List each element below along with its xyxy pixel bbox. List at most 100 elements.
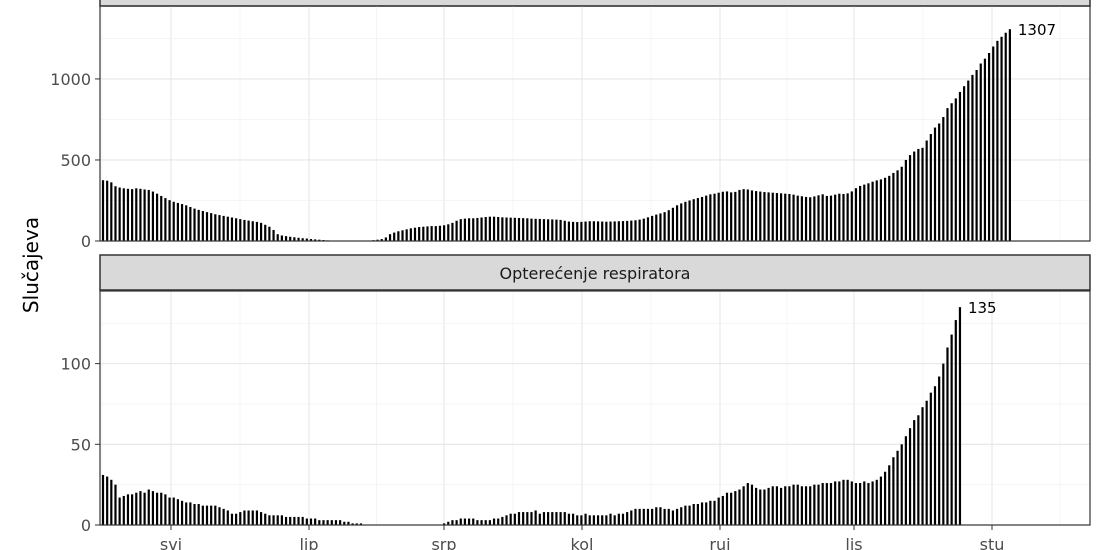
bar (185, 205, 188, 241)
panel-0-grid (100, 6, 1090, 241)
bar (101, 474, 105, 525)
bar (954, 98, 957, 241)
bar (609, 513, 612, 525)
bar (259, 222, 263, 241)
bar (742, 486, 745, 525)
bar (185, 502, 188, 525)
bar (314, 239, 317, 241)
panel-0-bars (101, 29, 1011, 242)
bar (963, 86, 966, 241)
bar (576, 515, 579, 525)
bar (276, 515, 279, 525)
bar (692, 504, 695, 525)
bar (160, 195, 163, 241)
bar (235, 513, 238, 525)
bar (950, 334, 953, 525)
bar (863, 481, 866, 525)
bar (883, 471, 887, 525)
bar (992, 46, 995, 241)
bar (925, 400, 928, 525)
bar (222, 215, 225, 241)
bar (438, 225, 442, 241)
bar (821, 483, 824, 525)
x-tick-label: lis (845, 535, 862, 550)
bar (176, 202, 179, 241)
bar (825, 483, 828, 525)
bar (750, 484, 754, 525)
bar (946, 347, 949, 525)
bar (592, 515, 595, 525)
bar (239, 219, 242, 241)
bar (509, 217, 512, 241)
bar (160, 492, 163, 525)
bar (467, 218, 471, 241)
bar (239, 512, 242, 525)
bar (809, 486, 812, 525)
bar (339, 520, 342, 525)
bar (293, 516, 296, 525)
y-tick-label: 50 (71, 435, 91, 454)
bar (380, 239, 383, 241)
bar (114, 186, 117, 241)
bar (571, 221, 575, 241)
bar (850, 481, 853, 525)
bar (463, 218, 467, 241)
bar (476, 217, 479, 241)
bar (605, 221, 608, 241)
bar (526, 218, 529, 241)
bar (413, 227, 417, 241)
bar (210, 213, 213, 241)
bar (243, 510, 246, 525)
bar (172, 201, 175, 241)
bar (576, 222, 579, 241)
bar (804, 196, 808, 241)
panel-1-strip (99, 254, 1091, 291)
chart-panel-ventilators: Opterećenje respiratora 0 50 100 135 (60, 254, 1091, 535)
bar (151, 491, 155, 525)
bar (800, 486, 803, 525)
bar (197, 209, 200, 241)
bar (804, 486, 808, 525)
bar (567, 221, 571, 241)
bar (501, 217, 504, 241)
bar (230, 513, 234, 525)
bar (684, 505, 687, 525)
bar (896, 170, 899, 241)
bar (721, 495, 724, 525)
x-tick-label: lip (299, 535, 318, 550)
bar (663, 508, 666, 525)
bar (929, 392, 932, 525)
bar (351, 523, 354, 525)
bar (251, 510, 254, 525)
bar (667, 210, 670, 241)
bar (630, 510, 633, 525)
panel-0-y-ticks: 0 500 1000 (50, 70, 100, 251)
bar (617, 221, 620, 241)
x-tick-label: srp (431, 535, 456, 550)
bar (809, 197, 812, 241)
bar (759, 489, 762, 525)
bar (280, 235, 283, 241)
bar (559, 219, 562, 241)
chart-panel-hospitalized: 0 500 1000 1307 (50, 0, 1091, 251)
bar (834, 194, 837, 241)
bar (725, 191, 729, 241)
bar (933, 127, 937, 241)
bar (276, 234, 279, 241)
bar (155, 193, 159, 241)
bar (605, 515, 608, 525)
bar (700, 196, 704, 241)
bar (788, 486, 791, 525)
bar (106, 476, 109, 525)
bar (709, 194, 712, 241)
bar (883, 177, 887, 241)
bar (634, 508, 637, 525)
bar (542, 219, 546, 241)
bar (950, 103, 953, 242)
bar (942, 117, 945, 241)
bar (588, 515, 591, 525)
bar (763, 192, 766, 241)
bar (946, 108, 949, 241)
bar (730, 192, 733, 241)
